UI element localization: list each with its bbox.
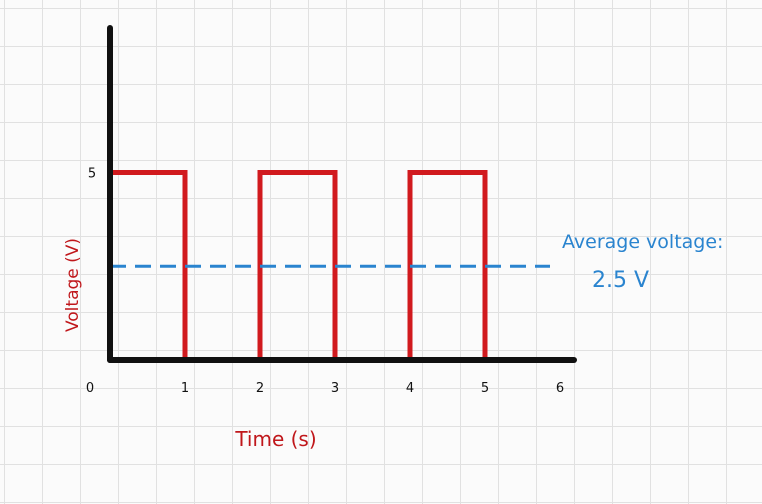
x-tick-label-6: 6 [556, 381, 564, 396]
x-tick-label-4: 4 [406, 381, 414, 396]
annotation-average-value: 2.5 V [592, 268, 649, 293]
x-tick-label-3: 3 [331, 381, 339, 396]
x-tick-labels: 0 1 2 3 4 5 6 [86, 381, 564, 396]
y-tick-label-5: 5 [88, 167, 96, 182]
x-tick-label-2: 2 [256, 381, 264, 396]
y-axis-label: Voltage (V) [63, 238, 83, 332]
voltage-square-wave [110, 170, 488, 363]
x-tick-label-0: 0 [86, 381, 94, 396]
x-axis-label: Time (s) [234, 427, 316, 451]
signal-layer [110, 170, 488, 363]
x-tick-label-1: 1 [181, 381, 189, 396]
y-tick-labels: 5 [88, 167, 96, 182]
annotation-average-voltage: Average voltage: [562, 231, 723, 253]
x-tick-label-5: 5 [481, 381, 489, 396]
